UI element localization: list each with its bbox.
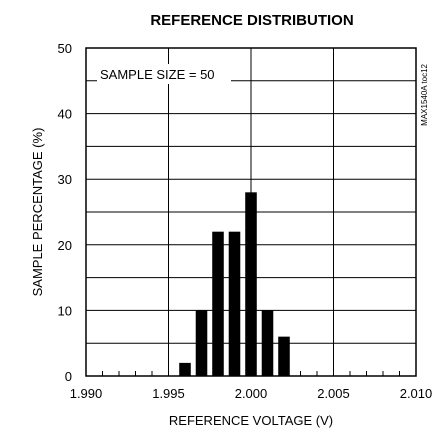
plot-frame (85, 47, 417, 377)
bar-3 (228, 231, 241, 376)
bar-5 (261, 310, 274, 376)
y-axis-label: SAMPLE PERCENTAGE (%) (30, 128, 45, 297)
x-tick-label-3: 2.005 (317, 386, 350, 401)
y-tick-label-2: 20 (58, 238, 72, 253)
bar-2 (212, 231, 224, 376)
y-tick-label-0: 0 (65, 369, 72, 384)
x-tick-label-1: 1.995 (152, 386, 185, 401)
y-tick-label-4: 40 (58, 107, 72, 122)
y-tick-labels: 0 10 20 30 40 50 (58, 41, 72, 384)
bar-4 (245, 192, 257, 376)
bar-1 (195, 310, 208, 376)
x-tick-labels: 1.990 1.995 2.000 2.005 2.010 (70, 386, 433, 401)
chart-watermark: MAX1540A toc12 (420, 63, 429, 125)
x-tick-label-4: 2.010 (400, 386, 433, 401)
x-tick-label-2: 2.000 (235, 386, 268, 401)
x-tick-label-0: 1.990 (70, 386, 103, 401)
sample-size-annotation: SAMPLE SIZE = 50 (100, 67, 215, 82)
x-axis-label: REFERENCE VOLTAGE (V) (169, 413, 333, 428)
minor-ticks (102, 371, 400, 376)
y-tick-label-3: 30 (58, 172, 72, 187)
y-tick-label-5: 50 (58, 41, 72, 56)
y-tick-label-1: 10 (58, 303, 72, 318)
bars (179, 192, 290, 376)
annotation-box (97, 64, 231, 84)
chart-title: REFERENCE DISTRIBUTION (150, 12, 353, 29)
bar-6 (278, 336, 290, 376)
bar-0 (179, 362, 191, 376)
